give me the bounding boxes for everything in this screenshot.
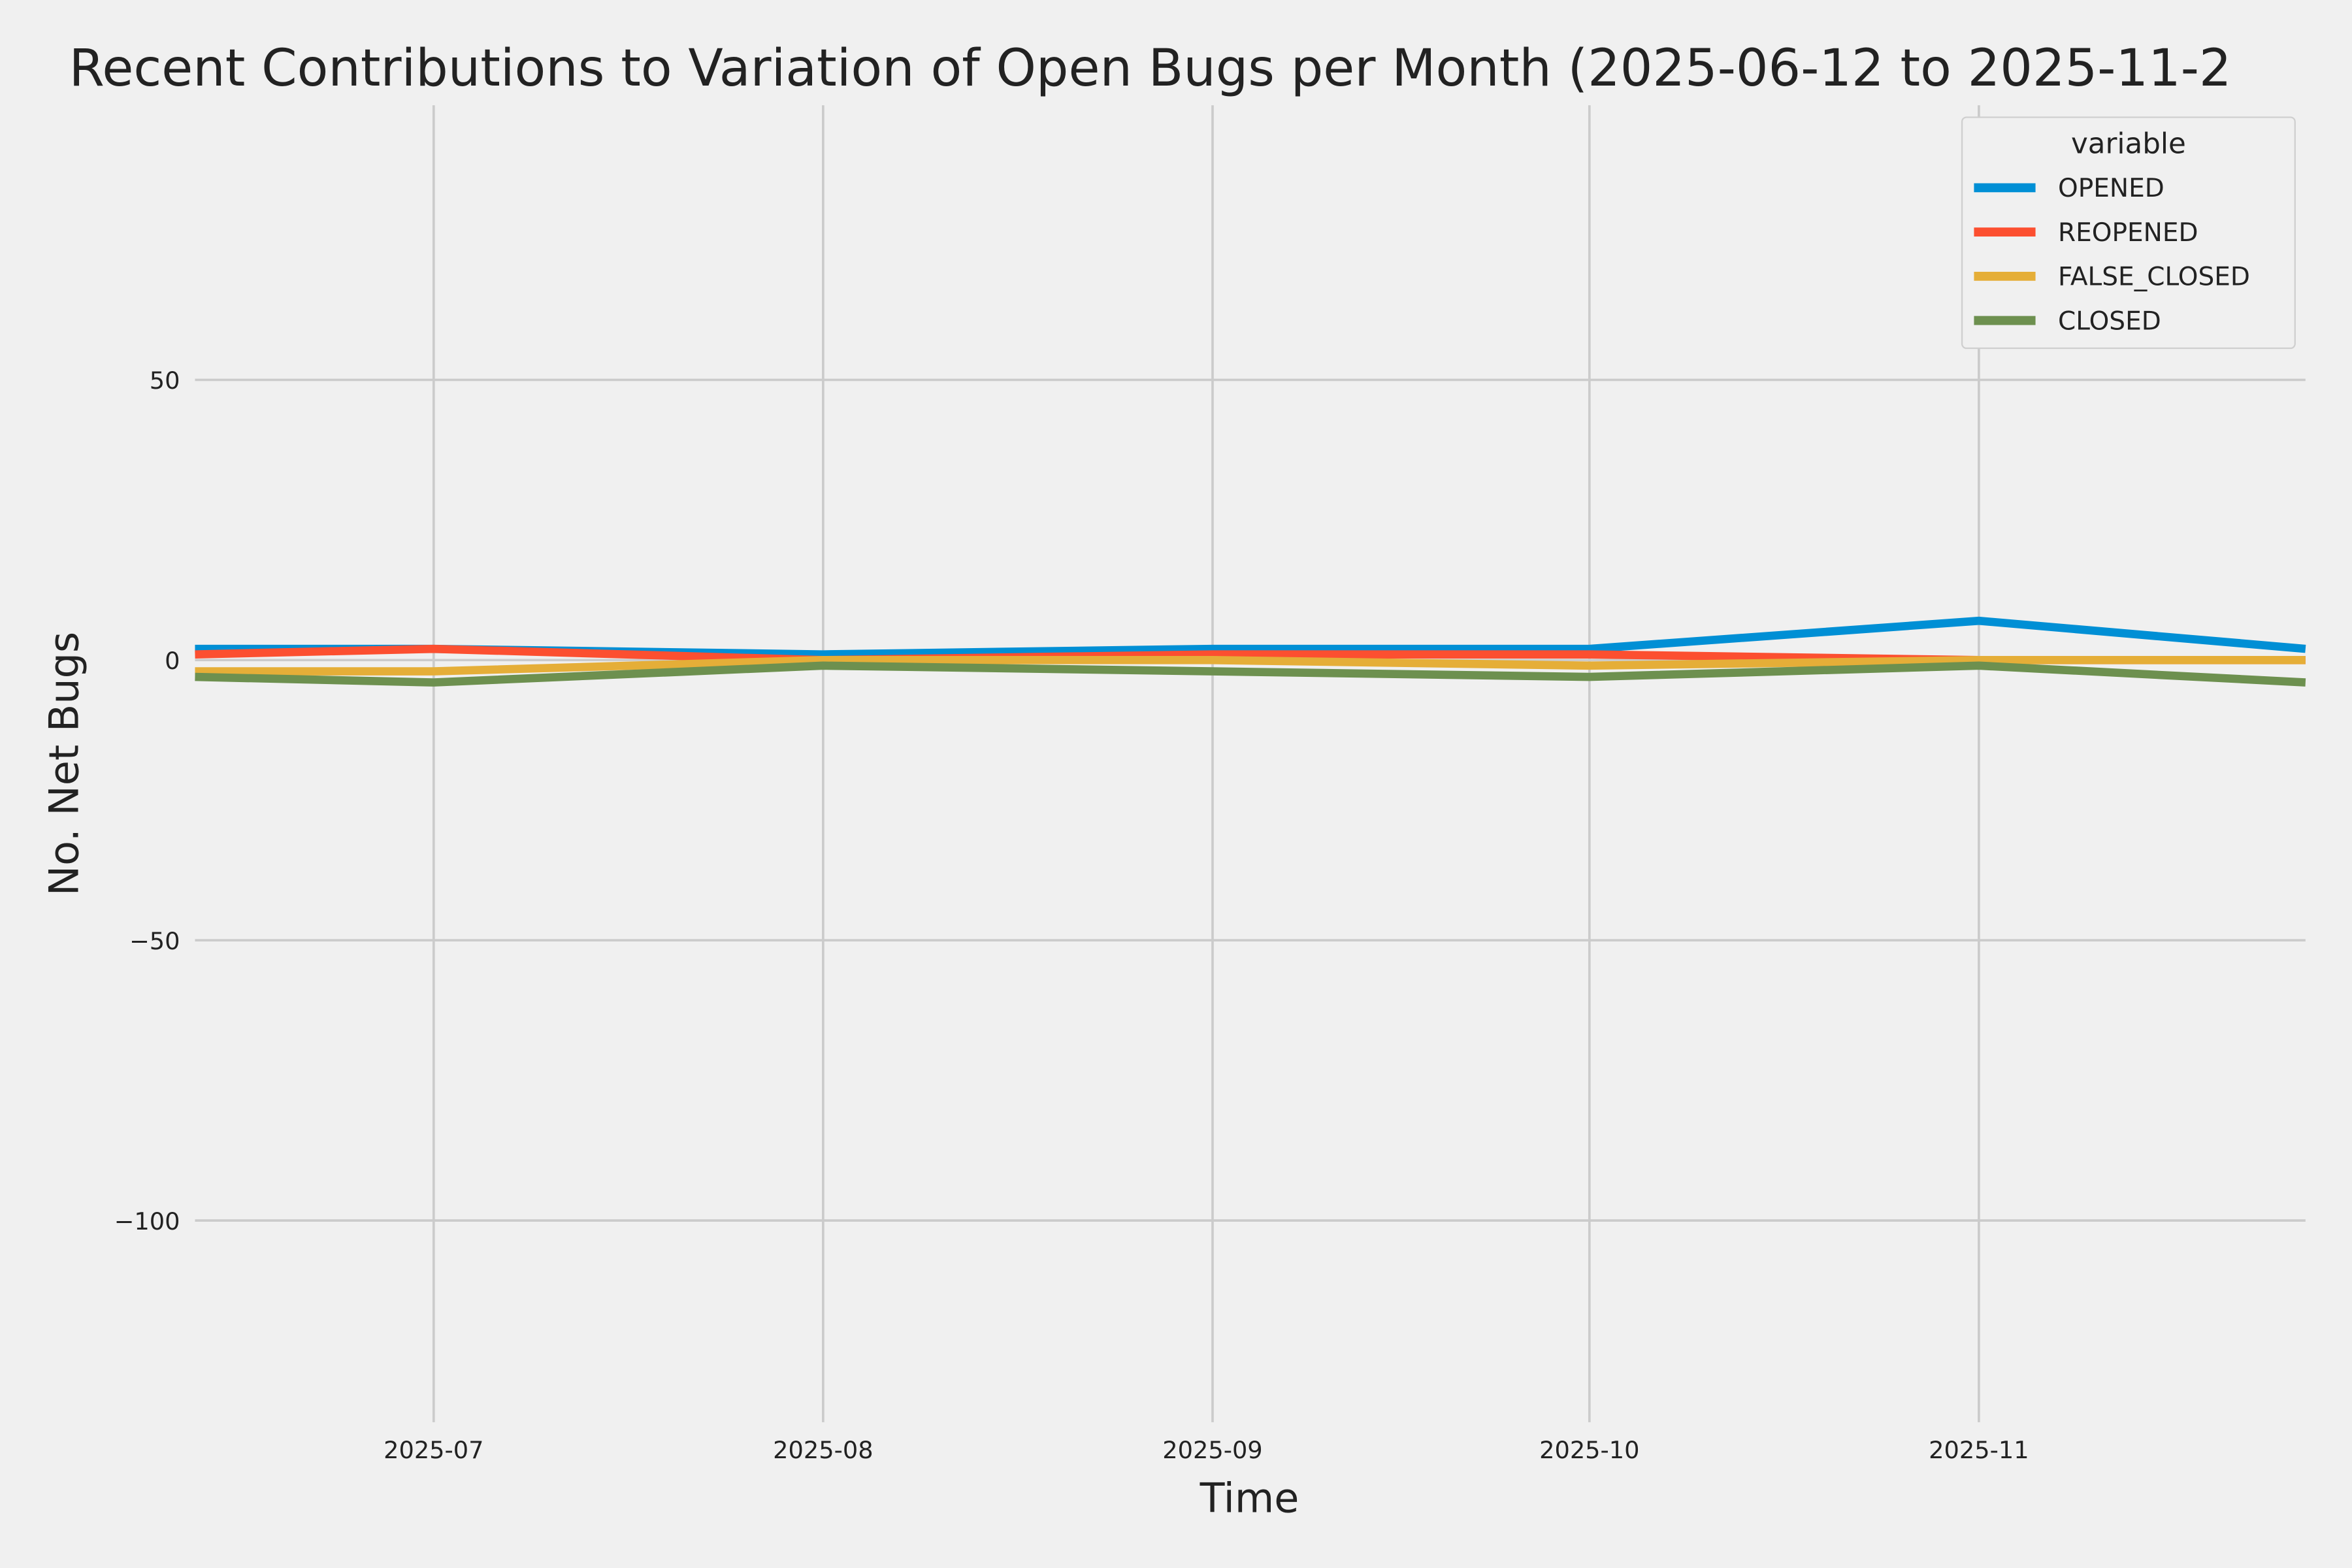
y-tick-label: −100 <box>114 1207 180 1235</box>
x-tick-label: 2025-08 <box>773 1436 873 1464</box>
x-tick-label: 2025-07 <box>384 1436 483 1464</box>
y-axis-label: No. Net Bugs <box>40 632 88 896</box>
x-tick-label: 2025-09 <box>1162 1436 1262 1464</box>
chart-title: Recent Contributions to Variation of Ope… <box>69 39 2232 98</box>
x-tick-label: 2025-10 <box>1539 1436 1639 1464</box>
x-axis-label: Time <box>1200 1475 1299 1522</box>
legend-label: CLOSED <box>2058 306 2161 336</box>
legend: variable OPENED REOPENED FALSE_CLOSED CLOSE… <box>1961 116 2296 350</box>
tick-labels: 2025-07 2025-08 2025-09 2025-10 2025-11 50 0 −5… <box>114 367 2029 1464</box>
legend-label: REOPENED <box>2058 218 2198 248</box>
series-line-closed <box>195 661 2306 687</box>
series-line-false-closed <box>195 656 2306 676</box>
y-tick-label: 0 <box>165 647 180 675</box>
legend-label: OPENED <box>2058 174 2164 203</box>
legend-label: FALSE_CLOSED <box>2058 263 2250 292</box>
legend-box <box>1961 116 2296 350</box>
y-tick-label: 50 <box>150 367 180 395</box>
x-tick-label: 2025-11 <box>1929 1436 2029 1464</box>
legend-title: variable <box>2071 128 2186 161</box>
series-lines <box>195 616 2306 687</box>
y-tick-label: −50 <box>129 927 180 955</box>
